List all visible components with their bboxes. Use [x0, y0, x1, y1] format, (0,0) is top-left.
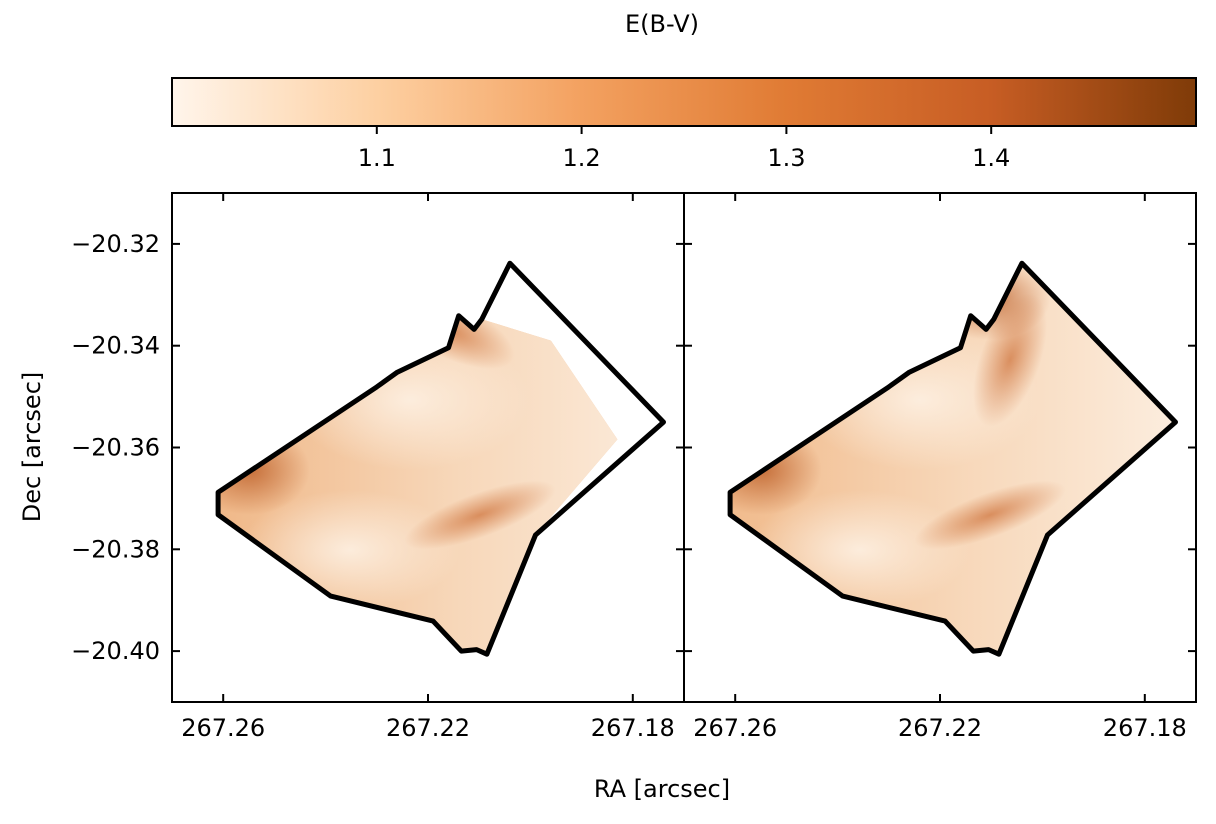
colorbar-tick-label: 1.3: [767, 144, 805, 172]
panel-right-image: [730, 263, 1176, 655]
x-tick-label: 267.26: [181, 714, 265, 742]
x-tick-label: 267.26: [693, 714, 777, 742]
colorbar-tick-label: 1.2: [563, 144, 601, 172]
x-tick-label: 267.18: [1103, 714, 1187, 742]
y-tick-label: −20.36: [71, 434, 160, 462]
y-tick-label: −20.32: [71, 230, 160, 258]
footprint-outline-right: [727, 260, 1178, 657]
x-tick-label: 267.22: [898, 714, 982, 742]
colorbar-tick-label: 1.1: [358, 144, 396, 172]
panel-left: 267.26 267.22 267.18 −20.32 −20.34 −20.36 −20.…: [71, 192, 685, 742]
panel-left-ticks: 267.26 267.22 267.18 −20.32 −20.34 −20.36 −20.…: [71, 193, 684, 742]
colorbar-tick-label: 1.4: [972, 144, 1010, 172]
colorbar-ticks: 1.1 1.2 1.3 1.4: [358, 126, 1010, 172]
panel-left-image: [218, 315, 618, 655]
panel-right: 267.26 267.22 267.18: [683, 192, 1197, 742]
colorbar-frame: [171, 77, 1197, 127]
x-axis-label: RA [arcsec]: [594, 775, 730, 803]
x-tick-label: 267.22: [386, 714, 470, 742]
x-tick-label: 267.18: [591, 714, 675, 742]
y-axis-label: Dec [arcsec]: [18, 372, 46, 523]
y-tick-label: −20.38: [71, 535, 160, 563]
footprint-outline-left: [215, 260, 666, 657]
y-tick-label: −20.40: [71, 637, 160, 665]
colorbar-label: E(B-V): [625, 10, 699, 38]
y-tick-label: −20.34: [71, 332, 160, 360]
colorbar: [172, 78, 1196, 126]
panel-right-ticks: 267.26 267.22 267.18: [684, 193, 1196, 742]
